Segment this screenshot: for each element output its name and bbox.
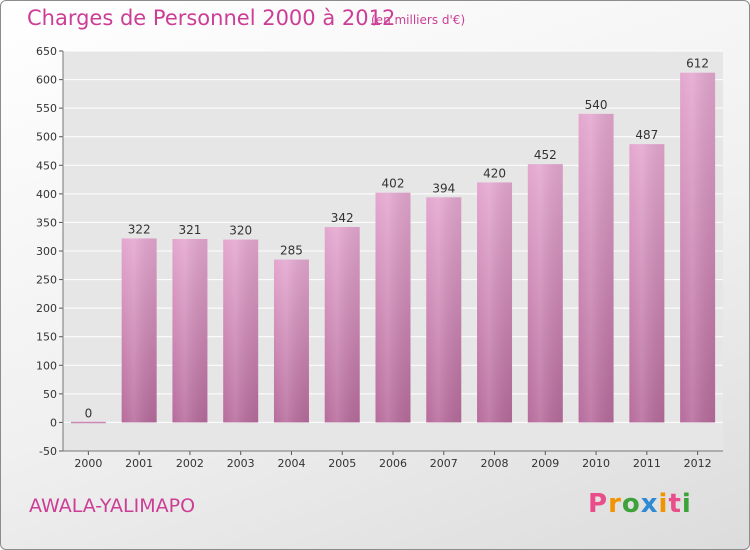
y-tick-label: 300 <box>36 245 57 258</box>
value-label-2008: 420 <box>483 166 506 180</box>
y-tick-label: 350 <box>36 216 57 229</box>
value-label-2010: 540 <box>585 98 608 112</box>
x-tick-label-2011: 2011 <box>633 457 661 470</box>
logo-letter: o <box>621 489 641 519</box>
x-tick-label-2004: 2004 <box>277 457 305 470</box>
logo-letter: i <box>658 489 669 519</box>
chart-subtitle: (en milliers d'€) <box>371 13 466 27</box>
x-tick-label-2008: 2008 <box>481 457 509 470</box>
logo-letter: r <box>608 489 622 519</box>
y-tick-label: -50 <box>39 445 57 458</box>
bar-shine-2008 <box>477 182 513 423</box>
y-tick-label: 200 <box>36 302 57 315</box>
value-label-2000: 0 <box>85 406 93 420</box>
y-tick-label: 450 <box>36 159 57 172</box>
y-tick-label: 100 <box>36 359 57 372</box>
commune-name: AWALA-YALIMAPO <box>29 495 196 517</box>
value-label-2004: 285 <box>280 244 303 258</box>
bar-shine-2006 <box>375 192 411 423</box>
x-tick-label-2002: 2002 <box>176 457 204 470</box>
value-labels: 0 322 321 320 285 342 402 394 420 452 540 487 612 <box>85 57 710 421</box>
bar-shine-2002 <box>172 239 208 423</box>
logo-letter: t <box>668 489 682 519</box>
x-tick-label-2000: 2000 <box>74 457 102 470</box>
value-label-2012: 612 <box>686 57 709 71</box>
logo-letter: x <box>640 489 659 519</box>
logo-letter: i <box>681 489 692 519</box>
y-tick-label: 150 <box>36 331 57 344</box>
x-tick-label-2010: 2010 <box>582 457 610 470</box>
value-label-2001: 322 <box>128 222 151 236</box>
bar-shine-2001 <box>121 238 157 423</box>
x-tick-label-2001: 2001 <box>125 457 153 470</box>
y-axis-ticks: -50 0 50 100 150 200 250 300 350 400 450 500 550 600 6… <box>36 45 64 458</box>
bar-shine-2011 <box>629 144 665 423</box>
bar-2000 <box>70 421 106 424</box>
value-label-2006: 402 <box>382 177 405 191</box>
value-label-2005: 342 <box>331 211 354 225</box>
bars <box>70 72 716 424</box>
value-label-2009: 452 <box>534 148 557 162</box>
bar-shine-2009 <box>527 164 563 423</box>
proxiti-logo: Proxiti <box>588 489 692 519</box>
value-label-2011: 487 <box>635 128 658 142</box>
bar-shine-2012 <box>680 72 716 423</box>
y-tick-label: 550 <box>36 102 57 115</box>
y-tick-label: 600 <box>36 74 57 87</box>
value-label-2007: 394 <box>432 181 455 195</box>
y-tick-label: 0 <box>50 416 57 429</box>
y-tick-label: 650 <box>36 45 57 58</box>
bar-shine-2005 <box>324 227 360 423</box>
value-label-2002: 321 <box>178 223 201 237</box>
y-tick-label: 400 <box>36 188 57 201</box>
chart-title: Charges de Personnel 2000 à 2012 <box>27 6 396 30</box>
x-axis-ticks: 2000 2001 2002 2003 2004 2005 2006 2007 2008 2009… <box>63 450 723 470</box>
logo-letter: P <box>588 489 609 519</box>
x-tick-label-2012: 2012 <box>684 457 712 470</box>
bar-shine-2010 <box>578 113 614 423</box>
y-tick-label: 500 <box>36 131 57 144</box>
bar-shine-2004 <box>273 259 309 423</box>
x-tick-label-2005: 2005 <box>328 457 356 470</box>
x-tick-label-2009: 2009 <box>531 457 559 470</box>
x-tick-label-2003: 2003 <box>227 457 255 470</box>
y-tick-label: 250 <box>36 274 57 287</box>
bar-shine-2003 <box>223 239 259 423</box>
value-label-2003: 320 <box>229 224 252 238</box>
bar-shine-2007 <box>426 197 462 423</box>
x-tick-label-2007: 2007 <box>430 457 458 470</box>
x-tick-label-2006: 2006 <box>379 457 407 470</box>
y-tick-label: 50 <box>43 388 57 401</box>
